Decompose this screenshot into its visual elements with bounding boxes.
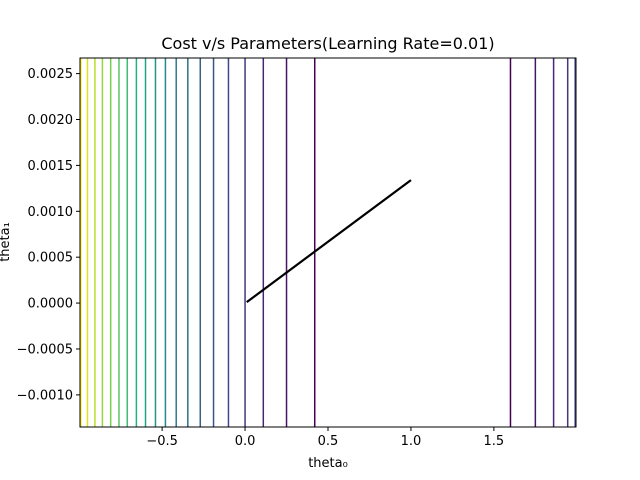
y-tick-label-6: 0.0020 xyxy=(28,113,74,128)
y-axis-label: theta₁ xyxy=(0,222,13,262)
y-axis-ticks: −0.0010 −0.0005 0.0000 0.0005 0.0010 0.0015 0.… xyxy=(17,67,80,403)
x-axis-label: theta₀ xyxy=(308,456,348,471)
y-tick-label-1: −0.0005 xyxy=(17,342,73,357)
x-axis-ticks: −0.5 0.0 0.5 1.0 1.5 xyxy=(146,427,504,449)
x-tick-label-4: 1.5 xyxy=(484,434,505,449)
x-tick-label-0: −0.5 xyxy=(146,434,178,449)
series-line-0 xyxy=(246,179,412,304)
descent-path xyxy=(246,179,412,304)
x-tick-label-1: 0.0 xyxy=(235,434,256,449)
chart-title: Cost v/s Parameters(Learning Rate=0.01) xyxy=(161,34,494,53)
contour-lines xyxy=(80,58,576,427)
y-tick-label-3: 0.0005 xyxy=(28,251,74,266)
x-tick-label-2: 0.5 xyxy=(318,434,339,449)
y-tick-label-4: 0.0010 xyxy=(28,205,74,220)
y-tick-label-7: 0.0025 xyxy=(28,67,74,82)
x-tick-label-3: 1.0 xyxy=(401,434,422,449)
y-tick-label-0: −0.0010 xyxy=(17,388,73,403)
y-tick-label-2: 0.0000 xyxy=(28,297,74,312)
y-tick-label-5: 0.0015 xyxy=(28,159,74,174)
